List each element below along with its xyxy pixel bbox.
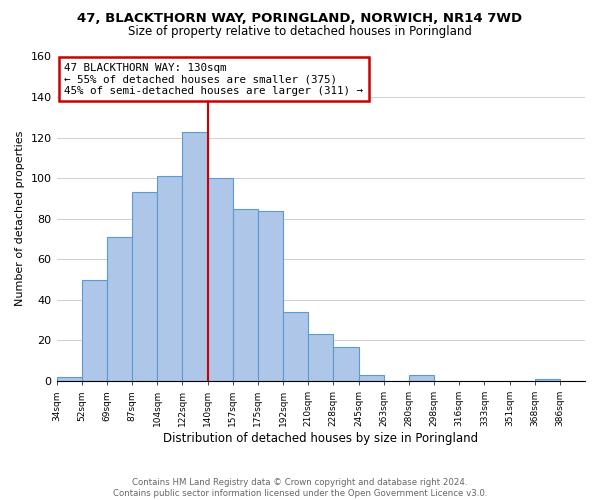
Bar [409, 375, 434, 381]
Bar [107, 237, 132, 381]
Text: Size of property relative to detached houses in Poringland: Size of property relative to detached ho… [128, 25, 472, 38]
Bar [56, 377, 82, 381]
Bar [82, 280, 107, 381]
Bar [334, 346, 359, 381]
X-axis label: Distribution of detached houses by size in Poringland: Distribution of detached houses by size … [163, 432, 478, 445]
Text: Contains HM Land Registry data © Crown copyright and database right 2024.
Contai: Contains HM Land Registry data © Crown c… [113, 478, 487, 498]
Bar [535, 379, 560, 381]
Bar [359, 375, 383, 381]
Bar [233, 208, 258, 381]
Text: 47 BLACKTHORN WAY: 130sqm
← 55% of detached houses are smaller (375)
45% of semi: 47 BLACKTHORN WAY: 130sqm ← 55% of detac… [64, 62, 363, 96]
Y-axis label: Number of detached properties: Number of detached properties [15, 131, 25, 306]
Bar [308, 334, 334, 381]
Bar [182, 132, 208, 381]
Bar [132, 192, 157, 381]
Bar [157, 176, 182, 381]
Bar [258, 210, 283, 381]
Bar [283, 312, 308, 381]
Bar [208, 178, 233, 381]
Text: 47, BLACKTHORN WAY, PORINGLAND, NORWICH, NR14 7WD: 47, BLACKTHORN WAY, PORINGLAND, NORWICH,… [77, 12, 523, 26]
